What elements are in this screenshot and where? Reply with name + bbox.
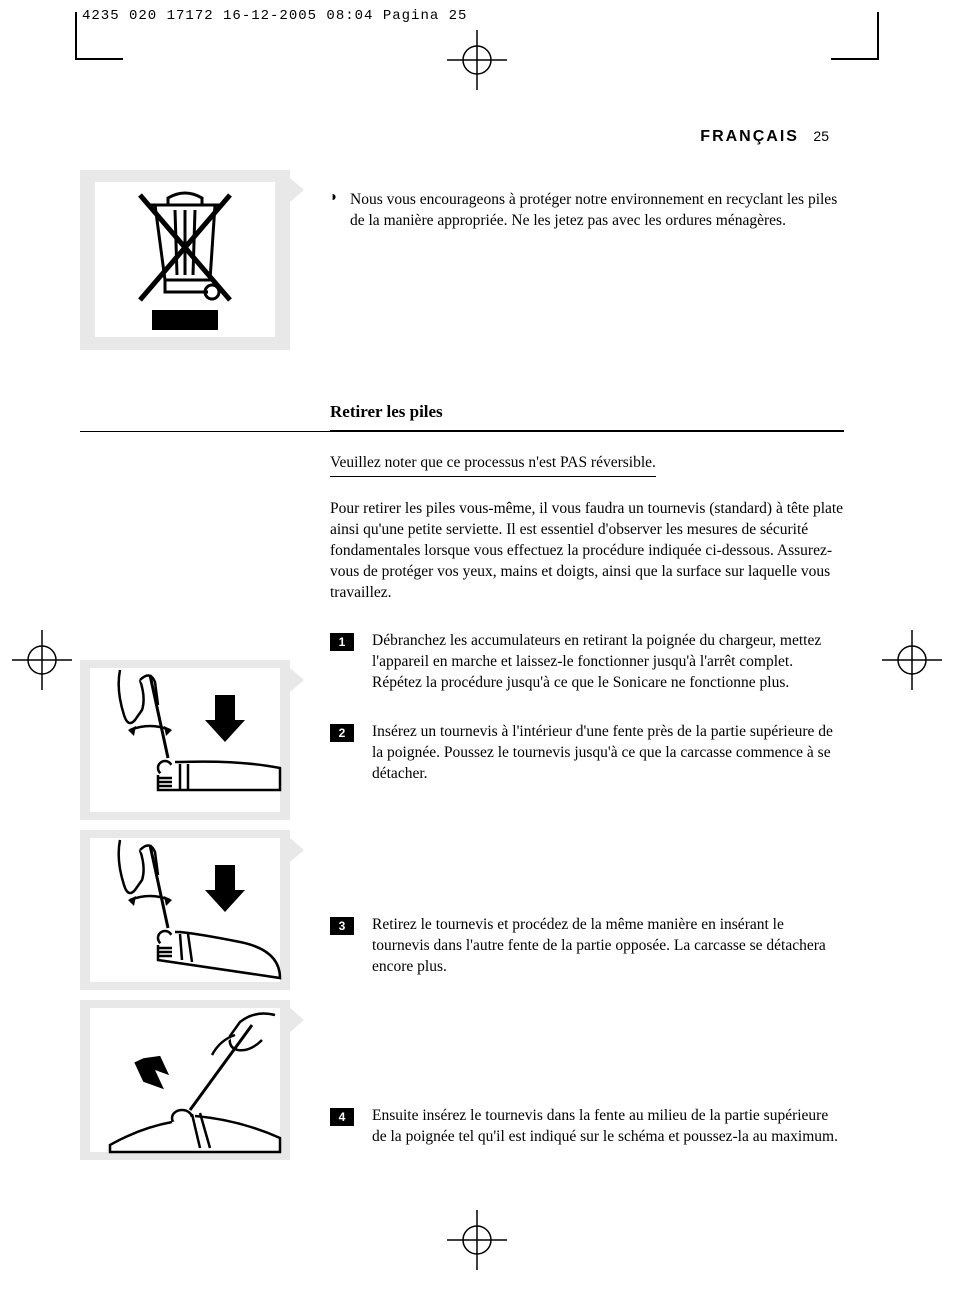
section-heading: Retirer les piles <box>330 402 844 431</box>
page-number: 25 <box>813 128 829 144</box>
bullet-item: ◗ Nous vous encourageons à protéger notr… <box>330 190 844 232</box>
registration-mark-icon <box>12 630 72 695</box>
bullet-marker-icon: ◗ <box>330 190 350 232</box>
step-number-badge: 2 <box>330 724 354 742</box>
step-item: 3 Retirez le tournevis et procédez de la… <box>330 915 844 978</box>
step-text: Débranchez les accumulateurs en retirant… <box>372 631 844 694</box>
illustration-recycle-bin <box>80 170 290 350</box>
step-item: 1 Débranchez les accumulateurs en retira… <box>330 631 844 694</box>
illustration-step-3 <box>80 830 290 990</box>
registration-mark-icon <box>447 1210 507 1275</box>
step-number-badge: 1 <box>330 633 354 651</box>
language-label: FRANÇAIS <box>700 128 799 145</box>
callout-arrow-icon <box>290 1008 304 1032</box>
step-item: 4 Ensuite insérez le tournevis dans la f… <box>330 1106 844 1148</box>
callout-arrow-icon <box>290 178 304 202</box>
illustration-step-4 <box>80 1000 290 1160</box>
bullet-text: Nous vous encourageons à protéger notre … <box>350 190 844 232</box>
callout-arrow-icon <box>290 668 304 692</box>
step-item: 2 Insérez un tournevis à l'intérieur d'u… <box>330 722 844 785</box>
warning-text: Veuillez noter que ce processus n'est PA… <box>330 454 656 477</box>
print-header-stamp: 4235 020 17172 16-12-2005 08:04 Pagina 2… <box>82 8 467 24</box>
step-number-badge: 4 <box>330 1108 354 1126</box>
crop-mark <box>75 12 77 60</box>
callout-arrow-icon <box>290 838 304 862</box>
step-text: Ensuite insérez le tournevis dans la fen… <box>372 1106 844 1148</box>
step-text: Insérez un tournevis à l'intérieur d'une… <box>372 722 844 785</box>
crop-mark <box>831 58 879 60</box>
registration-mark-icon <box>447 30 507 95</box>
illustration-column <box>80 170 295 1160</box>
step-number-badge: 3 <box>330 917 354 935</box>
crop-mark <box>75 58 123 60</box>
page-header: FRANÇAIS 25 <box>700 128 829 146</box>
crop-mark <box>877 12 879 60</box>
step-text: Retirez le tournevis et procédez de la m… <box>372 915 844 978</box>
registration-mark-icon <box>882 630 942 695</box>
illustration-step-2 <box>80 660 290 820</box>
text-column: ◗ Nous vous encourageons à protéger notr… <box>330 190 844 1148</box>
intro-paragraph: Pour retirer les piles vous-même, il vou… <box>330 499 844 604</box>
